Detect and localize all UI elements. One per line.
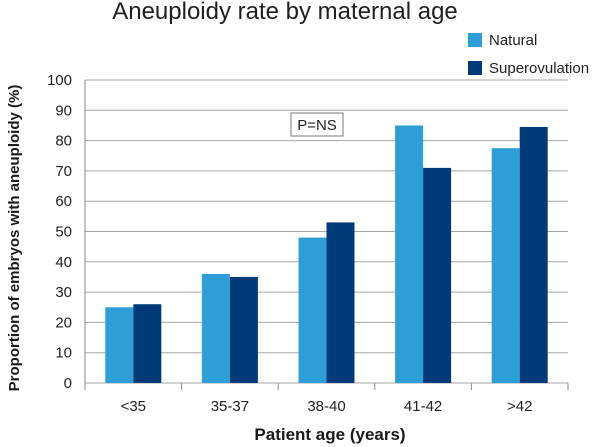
legend: Natural Superovulation — [468, 32, 589, 77]
x-tick-label: <35 — [121, 398, 146, 415]
y-tick-labels: 0 10 20 30 40 50 60 70 80 90 100 — [47, 72, 72, 392]
bar-superovulation-0 — [133, 304, 162, 383]
bar-superovulation-2 — [326, 222, 355, 383]
y-tick-label: 70 — [55, 163, 72, 180]
y-tick-label: 40 — [55, 254, 72, 271]
legend-swatch-natural — [468, 33, 482, 47]
bars — [105, 125, 548, 383]
bar-natural-4 — [491, 148, 520, 383]
bar-natural-3 — [395, 125, 424, 383]
annotation-text: P=NS — [297, 117, 337, 134]
x-tick-labels: <35 35-37 38-40 41-42 >42 — [121, 398, 533, 415]
x-tick-label: >42 — [507, 398, 532, 415]
annotation-box: P=NS — [290, 112, 344, 137]
x-tick-label: 35-37 — [211, 398, 249, 415]
y-tick-label: 60 — [55, 193, 72, 210]
y-tick-label: 0 — [64, 375, 72, 392]
legend-label-natural: Natural — [489, 32, 537, 49]
bar-natural-2 — [298, 237, 327, 383]
x-tick-label: 38-40 — [307, 398, 345, 415]
bar-superovulation-4 — [519, 126, 548, 383]
annotation-frame — [290, 112, 344, 137]
bar-superovulation-1 — [229, 276, 258, 383]
y-tick-label: 30 — [55, 284, 72, 301]
bar-superovulation-3 — [423, 167, 452, 383]
x-tick-label: 41-42 — [404, 398, 442, 415]
legend-swatch-superovulation — [468, 61, 482, 75]
legend-label-superovulation: Superovulation — [489, 60, 589, 77]
bar-natural-1 — [201, 273, 230, 383]
chart-title: Aneuploidy rate by maternal age — [112, 0, 458, 25]
y-axis-label: Proportion of embryos with aneuploidy (%… — [6, 85, 23, 392]
x-axis-label: Patient age (years) — [254, 425, 405, 444]
y-tick-label: 80 — [55, 133, 72, 150]
y-tick-label: 10 — [55, 345, 72, 362]
bar-natural-0 — [105, 307, 134, 383]
y-tick-label: 90 — [55, 102, 72, 119]
y-tick-label: 20 — [55, 314, 72, 331]
y-tick-label: 100 — [47, 72, 72, 89]
y-tick-label: 50 — [55, 224, 72, 241]
